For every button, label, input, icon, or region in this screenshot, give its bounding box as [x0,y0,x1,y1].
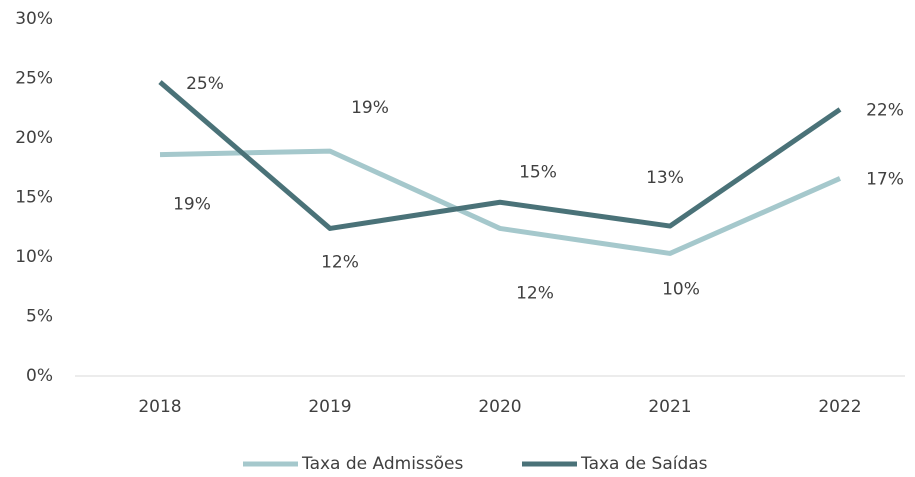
data-label: 15% [519,162,557,182]
y-tick-label: 15% [15,188,53,208]
data-label: 13% [646,168,684,188]
data-label: 10% [662,279,700,299]
y-tick-label: 10% [15,247,53,267]
data-label: 19% [173,195,211,215]
data-label: 12% [516,283,554,303]
legend-label: Taxa de Admissões [301,454,464,474]
series-line [159,148,842,256]
series-line [158,80,842,231]
legend-label: Taxa de Saídas [580,454,708,474]
y-tick-label: 20% [15,128,53,148]
data-label: 12% [321,252,359,272]
y-tick-label: 5% [26,307,53,327]
data-label: 25% [186,74,224,94]
x-tick-label: 2022 [818,397,861,417]
x-tick-label: 2019 [308,397,351,417]
y-tick-label: 30% [15,9,53,29]
x-tick-label: 2020 [478,397,521,417]
x-tick-label: 2021 [648,397,691,417]
data-label: 17% [866,169,904,189]
data-label: 19% [351,98,389,118]
x-tick-label: 2018 [138,397,181,417]
data-label: 22% [866,100,904,120]
y-tick-label: 25% [15,69,53,89]
y-tick-label: 0% [26,366,53,386]
